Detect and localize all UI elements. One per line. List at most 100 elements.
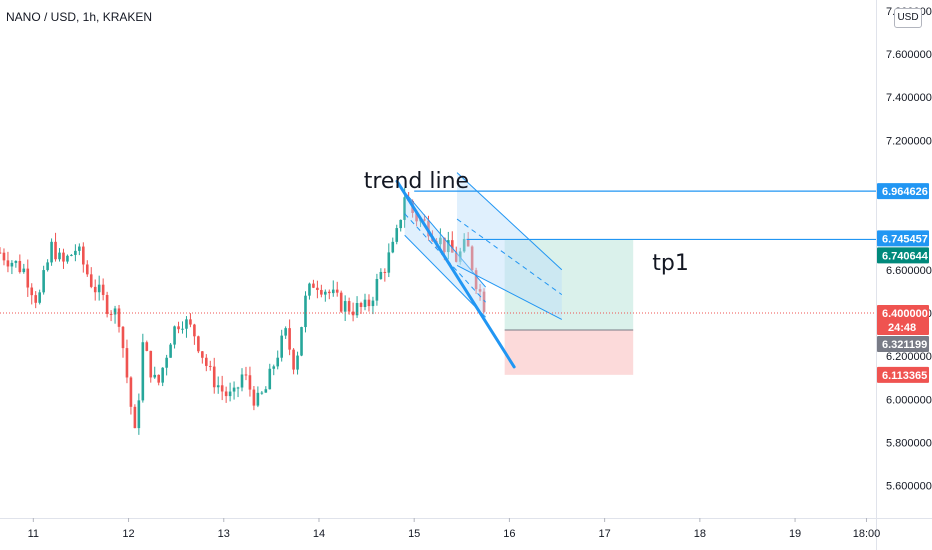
candle bbox=[308, 282, 311, 300]
candle-body bbox=[312, 283, 315, 288]
candle bbox=[133, 404, 137, 429]
candle bbox=[66, 254, 69, 264]
candle bbox=[296, 351, 299, 375]
y-tick-label: 5.800000 bbox=[886, 437, 932, 449]
candle-body bbox=[6, 260, 10, 267]
price-tag-bg bbox=[877, 183, 929, 200]
candle bbox=[82, 242, 85, 273]
candle bbox=[347, 297, 351, 315]
candle bbox=[208, 360, 212, 371]
candle-body bbox=[355, 303, 359, 316]
channel-bottom bbox=[404, 234, 486, 318]
channel-projection-bottom bbox=[456, 265, 563, 320]
candle-body bbox=[145, 342, 149, 351]
candle-body bbox=[14, 260, 18, 263]
candle bbox=[248, 366, 252, 397]
candle-body bbox=[46, 262, 49, 271]
candle-body bbox=[70, 254, 73, 256]
candle bbox=[125, 339, 129, 384]
candle-body bbox=[423, 219, 426, 221]
price-tag: 6.321199 bbox=[877, 335, 929, 352]
candle-body bbox=[18, 260, 22, 273]
candle-body bbox=[189, 319, 192, 325]
candle bbox=[331, 280, 335, 297]
candle-body bbox=[82, 246, 85, 265]
candle-body bbox=[185, 319, 188, 329]
channel-median bbox=[404, 213, 486, 303]
candle bbox=[454, 246, 458, 263]
y-tick-label: 7.200000 bbox=[886, 135, 932, 147]
candle-body bbox=[363, 299, 367, 307]
y-tick-label: 6.200000 bbox=[886, 351, 932, 363]
candle-body bbox=[133, 406, 137, 429]
candle-body bbox=[169, 344, 172, 358]
candle bbox=[355, 296, 359, 318]
candle bbox=[264, 386, 268, 393]
candle-body bbox=[193, 324, 196, 337]
candle bbox=[201, 350, 204, 364]
candle-body bbox=[276, 357, 280, 367]
candle-body bbox=[272, 366, 276, 369]
candle bbox=[34, 291, 38, 309]
channel-projection-top bbox=[456, 172, 563, 271]
candle-body bbox=[308, 283, 311, 296]
candle-body bbox=[359, 303, 363, 307]
price-tag-value: 6.740644 bbox=[882, 250, 929, 262]
candle-body bbox=[220, 385, 224, 392]
candle bbox=[327, 289, 331, 300]
candle-body bbox=[212, 366, 216, 388]
candle-body bbox=[105, 294, 109, 314]
x-tick-label: 11 bbox=[28, 528, 39, 540]
candle-body bbox=[339, 292, 343, 312]
candle-body bbox=[478, 289, 482, 292]
currency-button[interactable]: USD bbox=[894, 8, 922, 28]
candle-body bbox=[30, 287, 34, 296]
price-tag: 6.964626 bbox=[877, 183, 929, 200]
candle bbox=[395, 224, 399, 245]
candle bbox=[149, 350, 153, 383]
x-tick-label: 18:00 bbox=[853, 528, 881, 540]
candle bbox=[70, 254, 73, 257]
y-tick-label: 6.000000 bbox=[886, 394, 932, 406]
candle bbox=[18, 254, 22, 274]
candle-body bbox=[288, 328, 291, 350]
price-tag-value: 6.745457 bbox=[882, 233, 928, 245]
candle-body bbox=[22, 268, 26, 273]
candle-body bbox=[129, 377, 133, 407]
candle-body bbox=[121, 326, 125, 349]
candle bbox=[252, 386, 256, 411]
stop-zone bbox=[504, 329, 634, 375]
candle-body bbox=[240, 374, 244, 388]
candle-body bbox=[383, 271, 387, 273]
candle-body bbox=[403, 197, 406, 220]
candle-body bbox=[300, 327, 303, 356]
candle bbox=[129, 376, 133, 415]
x-tick-label: 19 bbox=[789, 528, 801, 540]
candle-body bbox=[224, 391, 228, 397]
price-tag-value: 6.400000 bbox=[882, 308, 928, 320]
candle-body bbox=[439, 237, 442, 245]
candle bbox=[474, 267, 478, 295]
candle-body bbox=[149, 350, 153, 378]
candle-body bbox=[42, 270, 45, 293]
candle bbox=[232, 381, 236, 400]
candle bbox=[109, 310, 113, 322]
x-tick-label: 15 bbox=[408, 528, 420, 540]
candle bbox=[339, 290, 343, 313]
candle bbox=[38, 289, 41, 305]
candle bbox=[74, 244, 77, 262]
candle-body bbox=[26, 268, 30, 288]
candle-body bbox=[351, 311, 355, 316]
candle bbox=[367, 294, 371, 312]
candle bbox=[169, 342, 172, 358]
channel-projection-fill bbox=[457, 172, 562, 320]
candle-body bbox=[474, 270, 478, 290]
y-tick-label: 5.600000 bbox=[886, 481, 932, 493]
candle-body bbox=[54, 241, 57, 260]
candle-body bbox=[447, 240, 450, 253]
candle bbox=[280, 329, 283, 362]
candle-body bbox=[66, 255, 69, 262]
candle-body bbox=[280, 335, 283, 358]
price-tag-bg bbox=[877, 304, 929, 335]
